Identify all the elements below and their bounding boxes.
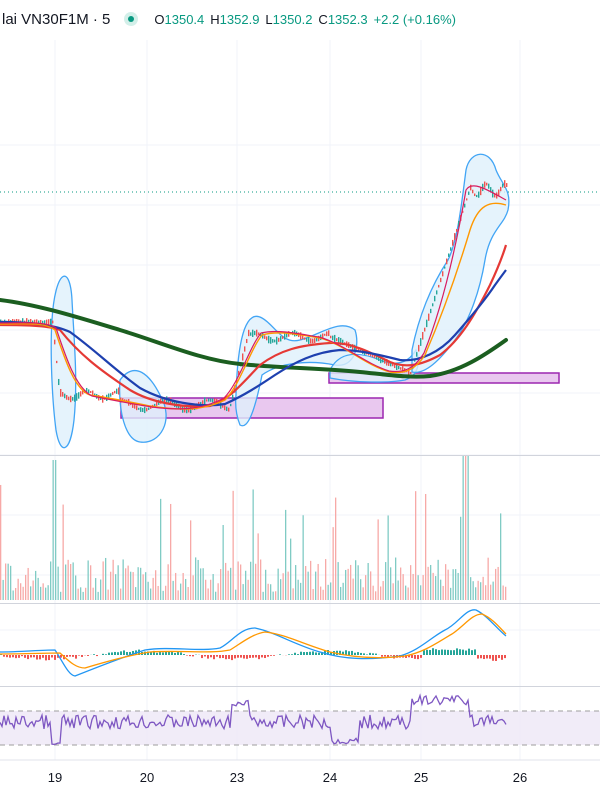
ohlc-legend: lai VN30F1M · 5 O 1350.4 H 1352.9 L 1350.2 … bbox=[0, 8, 462, 30]
ma-mid-line bbox=[0, 244, 508, 408]
ma-slow-line bbox=[0, 269, 507, 407]
pane-separator-rsi[interactable] bbox=[0, 686, 600, 687]
close-value: 1352.3 bbox=[327, 11, 368, 27]
macd-line bbox=[0, 609, 507, 677]
low-value: 1350.2 bbox=[272, 11, 313, 27]
live-dot-icon bbox=[124, 12, 139, 26]
change-value: +2.2 (+0.16%) bbox=[373, 11, 456, 27]
x-axis-label-4: 25 bbox=[413, 770, 429, 785]
macd-histogram bbox=[0, 648, 506, 661]
x-axis-label-2: 23 bbox=[229, 770, 245, 785]
high-key: H bbox=[210, 11, 220, 27]
ema-pink-line bbox=[0, 185, 507, 410]
symbol-title[interactable]: lai VN30F1M · 5 bbox=[2, 10, 111, 28]
macd-signal-line bbox=[0, 613, 507, 669]
x-axis-label-3: 24 bbox=[322, 770, 338, 785]
high-value: 1352.9 bbox=[219, 11, 260, 27]
close-key: C bbox=[318, 11, 328, 27]
pane-separator-volume[interactable] bbox=[0, 455, 600, 456]
open-key: O bbox=[154, 11, 165, 27]
x-axis-label-5: 26 bbox=[512, 770, 528, 785]
ema-fast-line bbox=[0, 202, 507, 410]
pane-separator-macd[interactable] bbox=[0, 603, 600, 604]
x-axis-label-0: 19 bbox=[47, 770, 63, 785]
rsi-line bbox=[0, 693, 507, 746]
x-axis-label-1: 20 bbox=[139, 770, 155, 785]
volume-bars bbox=[0, 455, 507, 600]
open-value: 1350.4 bbox=[164, 11, 205, 27]
low-key: L bbox=[265, 11, 273, 27]
ma-long-line bbox=[0, 298, 508, 379]
